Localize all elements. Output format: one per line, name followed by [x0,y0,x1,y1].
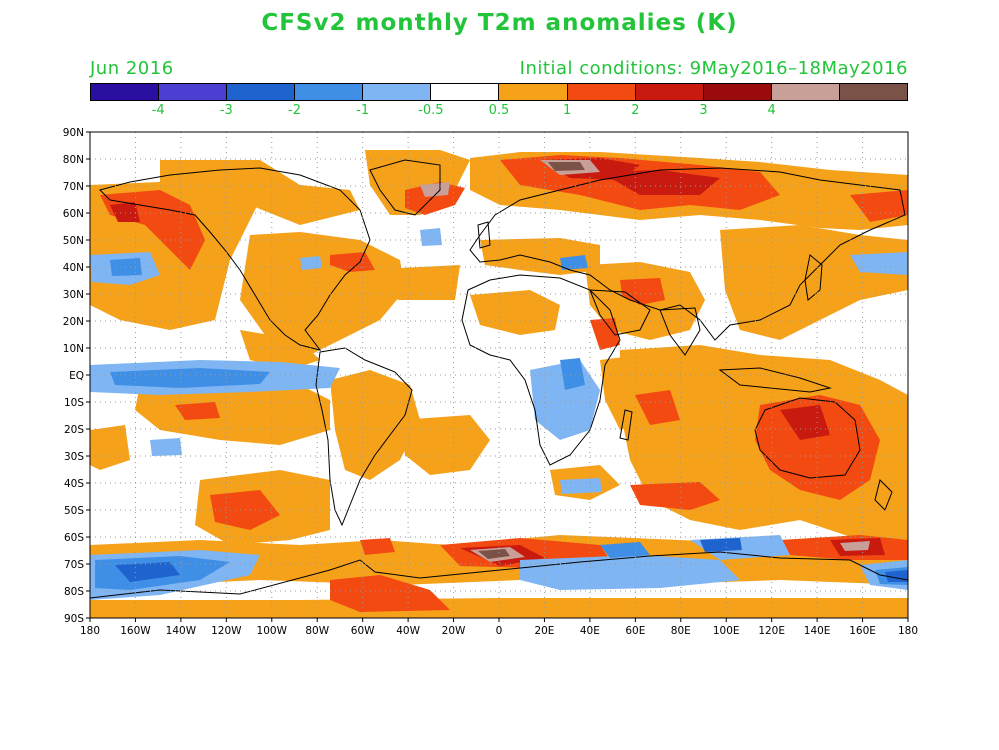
longitude-label: 180 [898,625,918,637]
latitude-label: 90N [63,127,84,139]
colorbar-segment [703,84,772,100]
colorbar-segment [363,84,432,100]
latitude-label: 70S [64,559,84,571]
colorbar-segment [567,84,636,100]
latitude-label: 90S [64,613,84,625]
latitude-label: 40S [64,478,84,490]
colorbar-label: 4 [767,103,776,118]
longitude-label: 80E [671,625,691,637]
longitude-label: 60W [351,625,375,637]
latitude-label: 10N [63,343,84,355]
latitude-label: 40N [63,262,84,274]
colorbar-segment [295,84,364,100]
latitude-label: 30S [64,451,84,463]
longitude-label: 180 [80,625,100,637]
longitude-label: 80W [305,625,329,637]
colorbar-segment [431,84,500,100]
graticule [90,132,908,618]
axis-ticks [86,131,909,622]
latitude-label: 20S [64,424,84,436]
colorbar-label: 2 [631,103,640,118]
colorbar-segment [91,84,160,100]
colorbar-segment [227,84,296,100]
latitude-labels: 90N 80N 70N 60N 50N 40N 30N 20N 10N EQ 10S 20S 30S 40… [63,127,85,625]
forecast-month: Jun 2016 [90,58,174,79]
latitude-label: 50S [64,505,84,517]
colorbar-label: -2 [288,103,301,118]
longitude-label: 20W [442,625,466,637]
longitude-label: 100W [257,625,288,637]
longitude-label: 20E [534,625,554,637]
colorbar-segment [635,84,704,100]
longitude-label: 100E [713,625,740,637]
colorbar-segment [499,84,568,100]
colorbar-label: -0.5 [418,103,444,118]
longitude-label: 120E [758,625,785,637]
latitude-label: 60N [63,208,84,220]
latitude-label: 10S [64,397,84,409]
colorbar-label: 1 [563,103,572,118]
anomaly-field [90,132,908,618]
colorbar-label: -3 [219,103,233,118]
coastlines [90,159,908,599]
latitude-label: 50N [63,235,84,247]
map-title: CFSv2 monthly T2m anomalies (K) [261,10,738,36]
colorbar-segment [771,84,840,100]
latitude-label: 60S [64,532,84,544]
colorbar-segment [839,84,907,100]
colorbar-label: 3 [699,103,708,118]
initial-conditions: Initial conditions: 9May2016–18May2016 [519,58,908,79]
latitude-label: 70N [63,181,84,193]
longitude-label: 160W [120,625,151,637]
longitude-labels: 180 160W 140W 120W 100W 80W 60W 40W 20W 0 20E 40E 60… [80,625,918,637]
longitude-label: 160E [849,625,876,637]
latitude-label: EQ [69,370,84,382]
latitude-label: 20N [63,316,84,328]
latitude-label: 80S [64,586,84,598]
longitude-label: 120W [211,625,242,637]
colorbar-label: -4 [151,103,165,118]
latitude-label: 30N [63,289,84,301]
colorbar [90,83,908,101]
longitude-label: 60E [625,625,645,637]
latitude-label: 80N [63,154,84,166]
longitude-label: 40E [580,625,600,637]
longitude-label: 0 [496,625,503,637]
colorbar-label: 0.5 [488,103,510,118]
colorbar-label: -1 [356,103,370,118]
longitude-label: 140W [166,625,197,637]
colorbar-segment [159,84,228,100]
longitude-label: 40W [396,625,420,637]
longitude-label: 140E [804,625,831,637]
